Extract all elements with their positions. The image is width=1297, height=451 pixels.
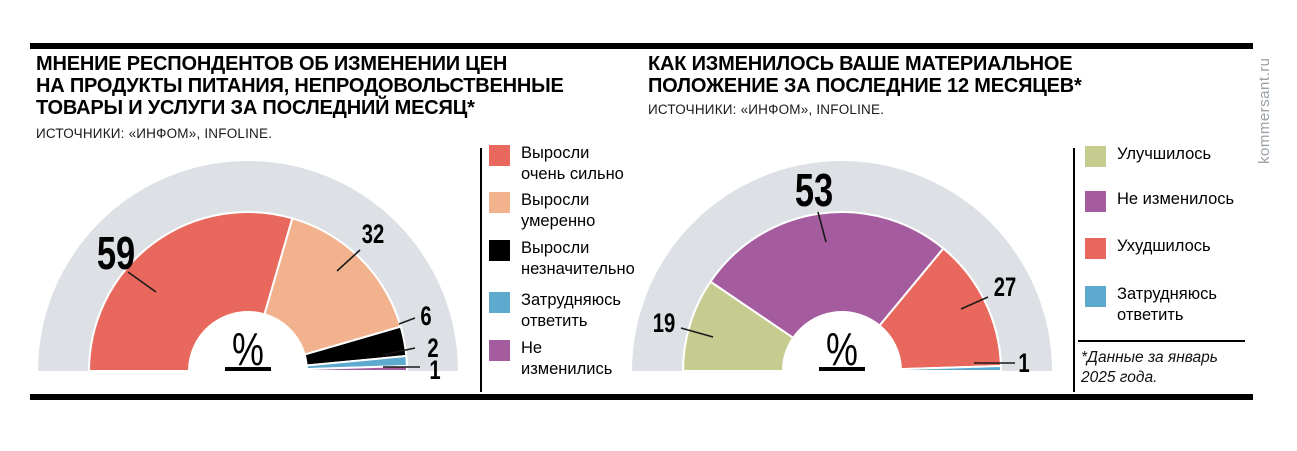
legend-label: Выросли очень сильно	[521, 144, 624, 183]
leader-line-1	[817, 211, 827, 243]
right-chart-title: КАК ИЗМЕНИЛОСЬ ВАШЕ МАТЕРИАЛЬНОЕ ПОЛОЖЕН…	[648, 53, 1082, 97]
left-legend-divider	[480, 148, 482, 392]
footnote: *Данные за январь 2025 года.	[1081, 349, 1218, 386]
gauge-value-label-1: 32	[362, 219, 385, 250]
gauge-segment-1	[709, 211, 945, 339]
gauge-value-label-0: 19	[653, 308, 676, 339]
legend-swatch	[489, 340, 510, 361]
right-chart-source: ИСТОЧНИКИ: «ИНФОМ», INFOLINE.	[648, 102, 885, 117]
bottom-border-bar	[30, 394, 1253, 400]
legend-label: Не изменилось	[1117, 190, 1235, 208]
gauge-value-label-2: 27	[994, 272, 1017, 303]
legend-item: Выросли незначительно	[489, 239, 635, 280]
leader-line-2	[960, 296, 989, 310]
left-chart-title: МНЕНИЕ РЕСПОНДЕНТОВ ОБ ИЗМЕНЕНИИ ЦЕН НА …	[36, 53, 564, 119]
legend-item: Затрудняюсь ответить	[1085, 285, 1217, 326]
leader-line-1	[336, 249, 361, 272]
gauge-value-label-3: 1	[1018, 348, 1029, 379]
left-gauge-chart: % 59 32 621	[38, 161, 458, 386]
legend-label: Затрудняюсь ответить	[521, 291, 621, 330]
leader-line-3	[382, 347, 416, 356]
gauge-center-dash	[819, 367, 865, 371]
leader-line-0	[127, 271, 157, 293]
gauge-value-label-4: 1	[429, 355, 440, 386]
gauge-unit-symbol: %	[232, 324, 264, 375]
left-chart-source: ИСТОЧНИКИ: «ИНФОМ», INFOLINE.	[36, 126, 273, 141]
legend-swatch	[1085, 238, 1106, 259]
legend-item: Выросли умеренно	[489, 191, 596, 232]
gauge-center-dash	[225, 367, 271, 371]
legend-label: Выросли незначительно	[521, 239, 635, 278]
legend-label: Выросли умеренно	[521, 191, 596, 230]
gauge-value-label-3: 2	[427, 333, 438, 364]
gauge-value-label-0: 59	[97, 227, 135, 279]
legend-swatch	[489, 292, 510, 313]
legend-label: Не изменились	[521, 339, 613, 378]
legend-swatch	[489, 145, 510, 166]
legend-swatch	[1085, 191, 1106, 212]
top-border-bar	[30, 43, 1253, 49]
legend-swatch	[489, 240, 510, 261]
legend-item: Выросли очень сильно	[489, 144, 624, 185]
legend-swatch	[1085, 286, 1106, 307]
legend-item: Не изменилось	[1085, 190, 1235, 212]
right-legend-divider	[1073, 148, 1075, 392]
footnote-rule	[1078, 340, 1245, 342]
legend-item: Ухудшилось	[1085, 237, 1211, 259]
legend-label: Ухудшилось	[1117, 237, 1211, 255]
leader-line-0	[680, 327, 714, 338]
right-gauge-chart: % 19 53 27 1	[632, 161, 1052, 379]
gauge-center-hole	[783, 312, 901, 371]
gauge-unit-symbol: %	[826, 324, 858, 375]
gauge-value-label-2: 6	[420, 301, 431, 332]
legend-item: Улучшилось	[1085, 145, 1212, 167]
legend-swatch	[1085, 146, 1106, 167]
gauge-value-label-1: 53	[795, 164, 833, 216]
watermark: kommersant.ru	[1256, 57, 1273, 164]
legend-swatch	[489, 192, 510, 213]
legend-label: Улучшилось	[1117, 145, 1212, 163]
legend-item: Затрудняюсь ответить	[489, 291, 621, 332]
legend-item: Не изменились	[489, 339, 613, 380]
leader-line-2	[398, 317, 416, 325]
gauge-center-hole	[189, 312, 307, 371]
legend-label: Затрудняюсь ответить	[1117, 285, 1217, 324]
